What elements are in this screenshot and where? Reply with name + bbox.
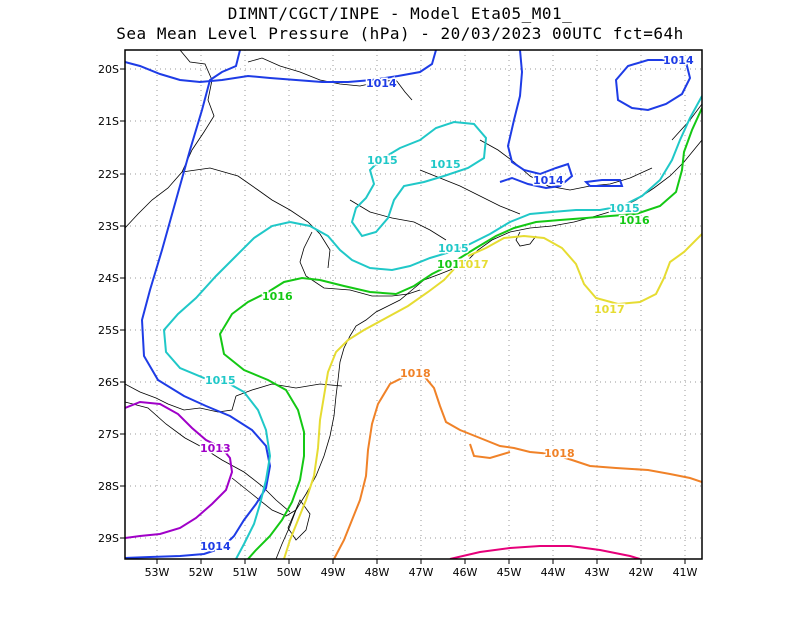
lon-label: 46W xyxy=(453,566,478,579)
contour-1014-ne xyxy=(614,59,692,112)
lon-label: 51W xyxy=(233,566,258,579)
label-1015-a: 1015 xyxy=(367,154,398,167)
title-line-2: Sea Mean Level Pressure (hPa) - 20/03/20… xyxy=(116,24,684,43)
title-line-1: DIMNT/CGCT/INPE - Model Eta05_M01_ xyxy=(227,4,573,23)
contour-1014-west xyxy=(125,50,272,559)
border-paraguay xyxy=(125,401,186,439)
tick-marks xyxy=(120,68,686,564)
contour-1014-cell-sm xyxy=(583,179,624,187)
lat-label: 21S xyxy=(98,115,119,128)
state-border-sc-rs xyxy=(184,437,291,513)
contours xyxy=(125,50,702,559)
label-1014-ne: 1014 xyxy=(663,54,694,67)
contour-1017-east xyxy=(467,233,702,306)
state-border-sp-mg xyxy=(181,167,331,269)
lagoon-patos xyxy=(287,499,311,541)
lat-label: 24S xyxy=(98,272,119,285)
label-1014-north: 1014 xyxy=(366,77,397,90)
contour-labels: 1014 1014 1014 1014 1015 1015 1015 1015 … xyxy=(199,53,696,555)
state-border-pr-sp xyxy=(299,231,421,297)
contour-1015-inner xyxy=(350,120,488,238)
lat-label: 23S xyxy=(98,220,119,233)
label-1016-b: 1016 xyxy=(619,214,650,227)
lat-label: 25S xyxy=(98,324,119,337)
contour-1017-main xyxy=(283,267,456,559)
state-border-go-mg xyxy=(247,57,413,101)
label-1016-a: 1016 xyxy=(437,258,468,271)
lon-label: 41W xyxy=(673,566,698,579)
label-1017-b: 1017 xyxy=(594,303,625,316)
grid xyxy=(125,50,702,559)
lon-label: 53W xyxy=(145,566,170,579)
contour-1019 xyxy=(449,545,641,559)
lon-label: 49W xyxy=(321,566,346,579)
contour-1015-main xyxy=(162,221,291,559)
label-1014-south: 1014 xyxy=(200,540,231,553)
lat-label: 22S xyxy=(98,168,119,181)
label-1016-c: 1016 xyxy=(262,290,293,303)
lon-label: 52W xyxy=(189,566,214,579)
label-1015-b: 1015 xyxy=(430,158,461,171)
label-1014-east: 1014 xyxy=(533,174,564,187)
coastline-bay xyxy=(515,231,537,247)
label-1015-e: 1015 xyxy=(205,374,236,387)
coastline-southeast xyxy=(454,139,702,269)
lon-label: 45W xyxy=(497,566,522,579)
lon-label: 50W xyxy=(277,566,302,579)
state-border-pr-sc xyxy=(235,383,343,397)
contour-1018 xyxy=(333,375,702,559)
label-1017-a: 1017 xyxy=(458,258,489,271)
contour-1018-kink xyxy=(469,443,511,460)
contour-1016-main xyxy=(218,276,321,559)
contour-1014-east xyxy=(499,50,574,190)
state-border-mg-rj xyxy=(419,169,521,215)
lat-labels: 20S 21S 22S 23S 24S 25S 26S 27S 28S 29S xyxy=(98,63,119,545)
label-1018-b: 1018 xyxy=(544,447,575,460)
border-uruguay xyxy=(231,477,297,517)
label-1015-d: 1015 xyxy=(609,202,640,215)
lat-label: 29S xyxy=(98,532,119,545)
contour-1013 xyxy=(125,400,234,539)
lon-label: 48W xyxy=(365,566,390,579)
lat-label: 27S xyxy=(98,428,119,441)
plot-frame xyxy=(124,49,703,560)
lon-label: 47W xyxy=(409,566,434,579)
state-border-ms-mg xyxy=(125,50,215,229)
coastline-borders xyxy=(125,50,702,559)
river-lines xyxy=(349,199,447,241)
lon-label: 44W xyxy=(541,566,566,579)
lat-label: 26S xyxy=(98,376,119,389)
contour-1016-coast xyxy=(319,107,702,296)
label-1015-c: 1015 xyxy=(438,242,469,255)
coastline-north xyxy=(671,103,702,141)
lon-label: 42W xyxy=(629,566,654,579)
lat-label: 28S xyxy=(98,480,119,493)
label-1018-a: 1018 xyxy=(400,367,431,380)
border-argentina xyxy=(125,383,237,413)
contour-1014-top xyxy=(125,50,437,84)
label-1013: 1013 xyxy=(200,442,231,455)
lat-label: 20S xyxy=(98,63,119,76)
coastline-south xyxy=(275,267,456,559)
lon-label: 43W xyxy=(585,566,610,579)
lon-labels: 53W 52W 51W 50W 49W 48W 47W 46W 45W 44W … xyxy=(145,566,698,579)
contour-1015-coast xyxy=(289,95,702,272)
